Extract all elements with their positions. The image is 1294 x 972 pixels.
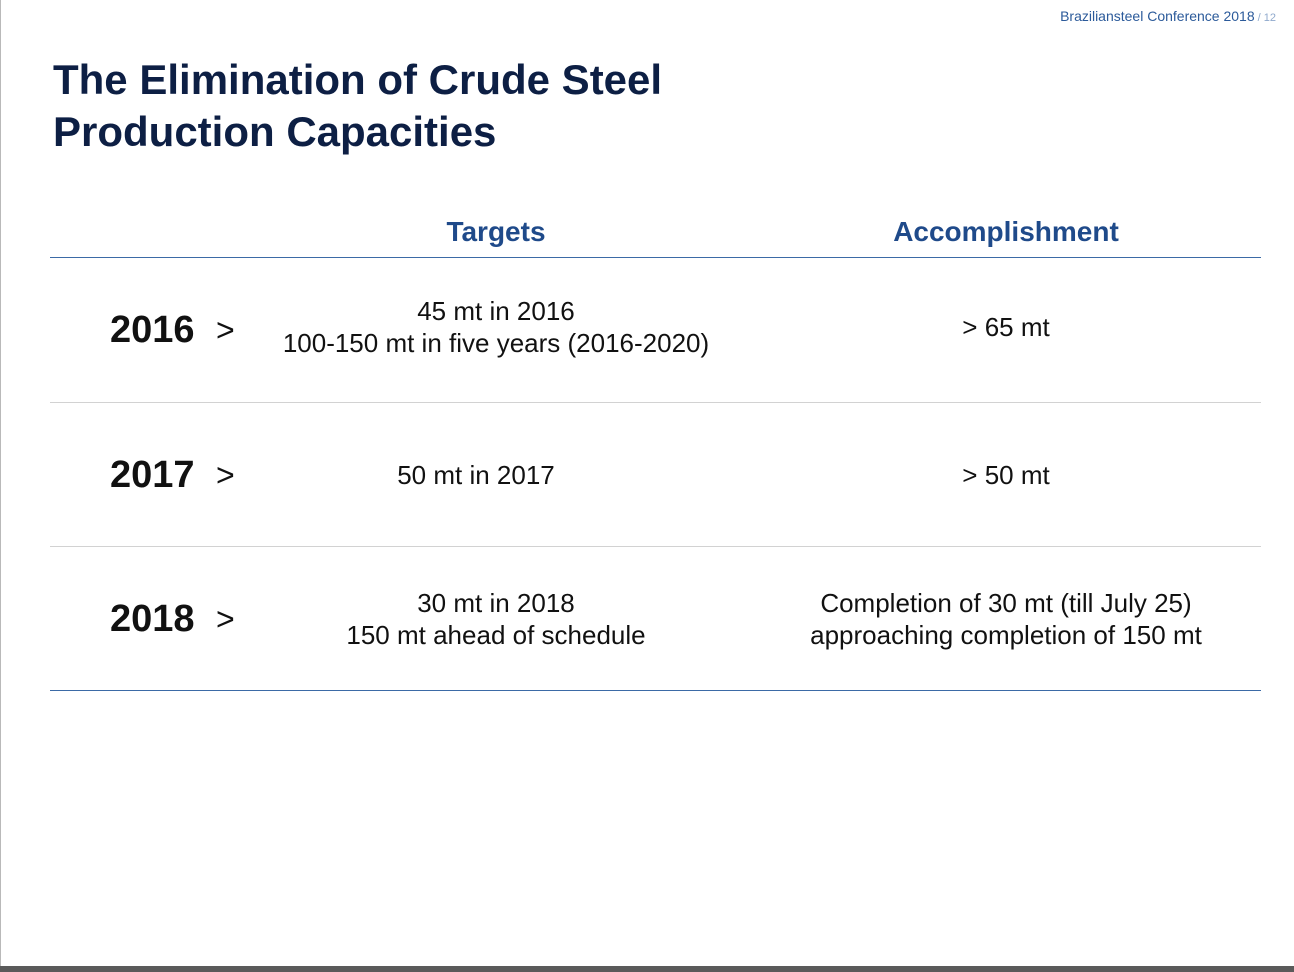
page-number: / 12 [1257, 12, 1276, 24]
target-line: 45 mt in 2016 [417, 296, 575, 326]
conference-header: Braziliansteel Conference 2018/ 12 [1060, 8, 1276, 24]
target-line: 100-150 mt in five years (2016-2020) [282, 328, 710, 358]
target-cell: 45 mt in 2016 100-150 mt in five years (… [281, 258, 711, 402]
row-year: 2017 [110, 453, 195, 496]
target-cell: 50 mt in 2017 [261, 403, 691, 547]
row-divider [50, 546, 1261, 547]
target-cell: 30 mt in 2018 150 mt ahead of schedule [281, 547, 711, 691]
row-arrow: > [216, 600, 235, 637]
table-bottom-divider [50, 690, 1261, 691]
page-title: The Elimination of Crude Steel Productio… [53, 54, 813, 158]
table-row: 2018 > 30 mt in 2018 150 mt ahead of sch… [50, 547, 1261, 691]
row-year: 2018 [110, 597, 195, 640]
accomplishment-line: > 65 mt [962, 312, 1050, 342]
column-header-targets: Targets [446, 216, 546, 247]
accomplishment-cell: > 50 mt [761, 403, 1251, 547]
header-divider [50, 257, 1261, 258]
accomplishment-cell: Completion of 30 mt (till July 25) appro… [761, 547, 1251, 691]
accomplishment-line: approaching completion of 150 mt [810, 620, 1202, 650]
viewer-bottom-bar [0, 966, 1294, 972]
target-line: 50 mt in 2017 [397, 460, 555, 490]
target-line: 150 mt ahead of schedule [346, 620, 646, 650]
column-header-accomplishment: Accomplishment [893, 216, 1119, 247]
accomplishment-line: > 50 mt [962, 460, 1050, 490]
row-arrow: > [216, 456, 235, 493]
row-divider [50, 402, 1261, 403]
row-year: 2016 [110, 308, 195, 351]
accomplishment-cell: > 65 mt [761, 258, 1251, 402]
title-line-2: Production Capacities [53, 108, 497, 155]
conference-name: Braziliansteel Conference 2018 [1060, 8, 1255, 24]
table-row: 2016 > 45 mt in 2016 100-150 mt in five … [50, 258, 1261, 402]
target-line: 30 mt in 2018 [417, 588, 575, 618]
title-line-1: The Elimination of Crude Steel [53, 56, 663, 103]
accomplishment-line: Completion of 30 mt (till July 25) [820, 588, 1192, 618]
row-arrow: > [216, 311, 235, 348]
table-row: 2017 > 50 mt in 2017 > 50 mt [50, 403, 1261, 547]
